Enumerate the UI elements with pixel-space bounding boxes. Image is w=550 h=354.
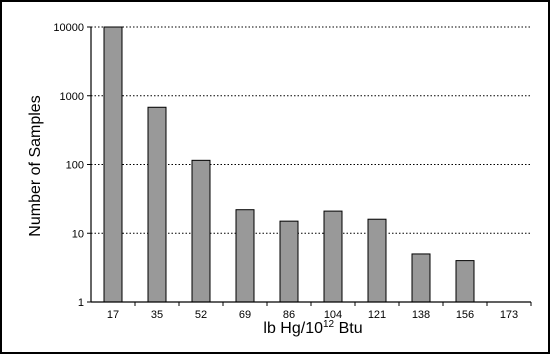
x-tick-label: 35	[151, 309, 163, 321]
y-tick-label: 1	[78, 297, 84, 309]
bar	[367, 218, 387, 303]
x-tick-label: 156	[456, 309, 474, 321]
bar	[191, 159, 211, 303]
x-tick-label: 69	[239, 309, 251, 321]
bar	[455, 260, 475, 303]
bar	[235, 209, 255, 303]
x-axis-label: lb Hg/1012 Btu	[263, 319, 362, 337]
bar	[323, 210, 343, 303]
x-tick-labels: 17 35 52 69 86 104 121 138 156 173	[107, 302, 532, 321]
bar	[103, 26, 123, 303]
x-axis-label-superscript: 12	[323, 319, 335, 330]
y-tick-label: 1000	[60, 91, 84, 103]
y-axis-label: Number of Samples	[27, 95, 44, 236]
x-tick-label: 104	[324, 309, 342, 321]
x-tick-label: 86	[283, 309, 295, 321]
y-tick-label: 100	[66, 160, 84, 172]
bar	[411, 253, 431, 303]
x-tick-label: 138	[412, 309, 430, 321]
x-axis-label-prefix: lb Hg/10	[263, 320, 323, 337]
x-tick-label: 52	[195, 309, 207, 321]
x-axis-label-suffix: Btu	[334, 320, 362, 337]
bar	[279, 220, 299, 303]
bar	[147, 106, 167, 303]
y-tick-labels: 1 10 100 1000 10000	[53, 22, 91, 309]
y-tick-label: 10	[72, 228, 84, 240]
y-tick-label: 10000	[53, 22, 84, 34]
x-tick-label: 173	[500, 309, 518, 321]
x-tick-label: 17	[107, 309, 119, 321]
x-tick-label: 121	[368, 309, 386, 321]
bars	[103, 26, 475, 303]
